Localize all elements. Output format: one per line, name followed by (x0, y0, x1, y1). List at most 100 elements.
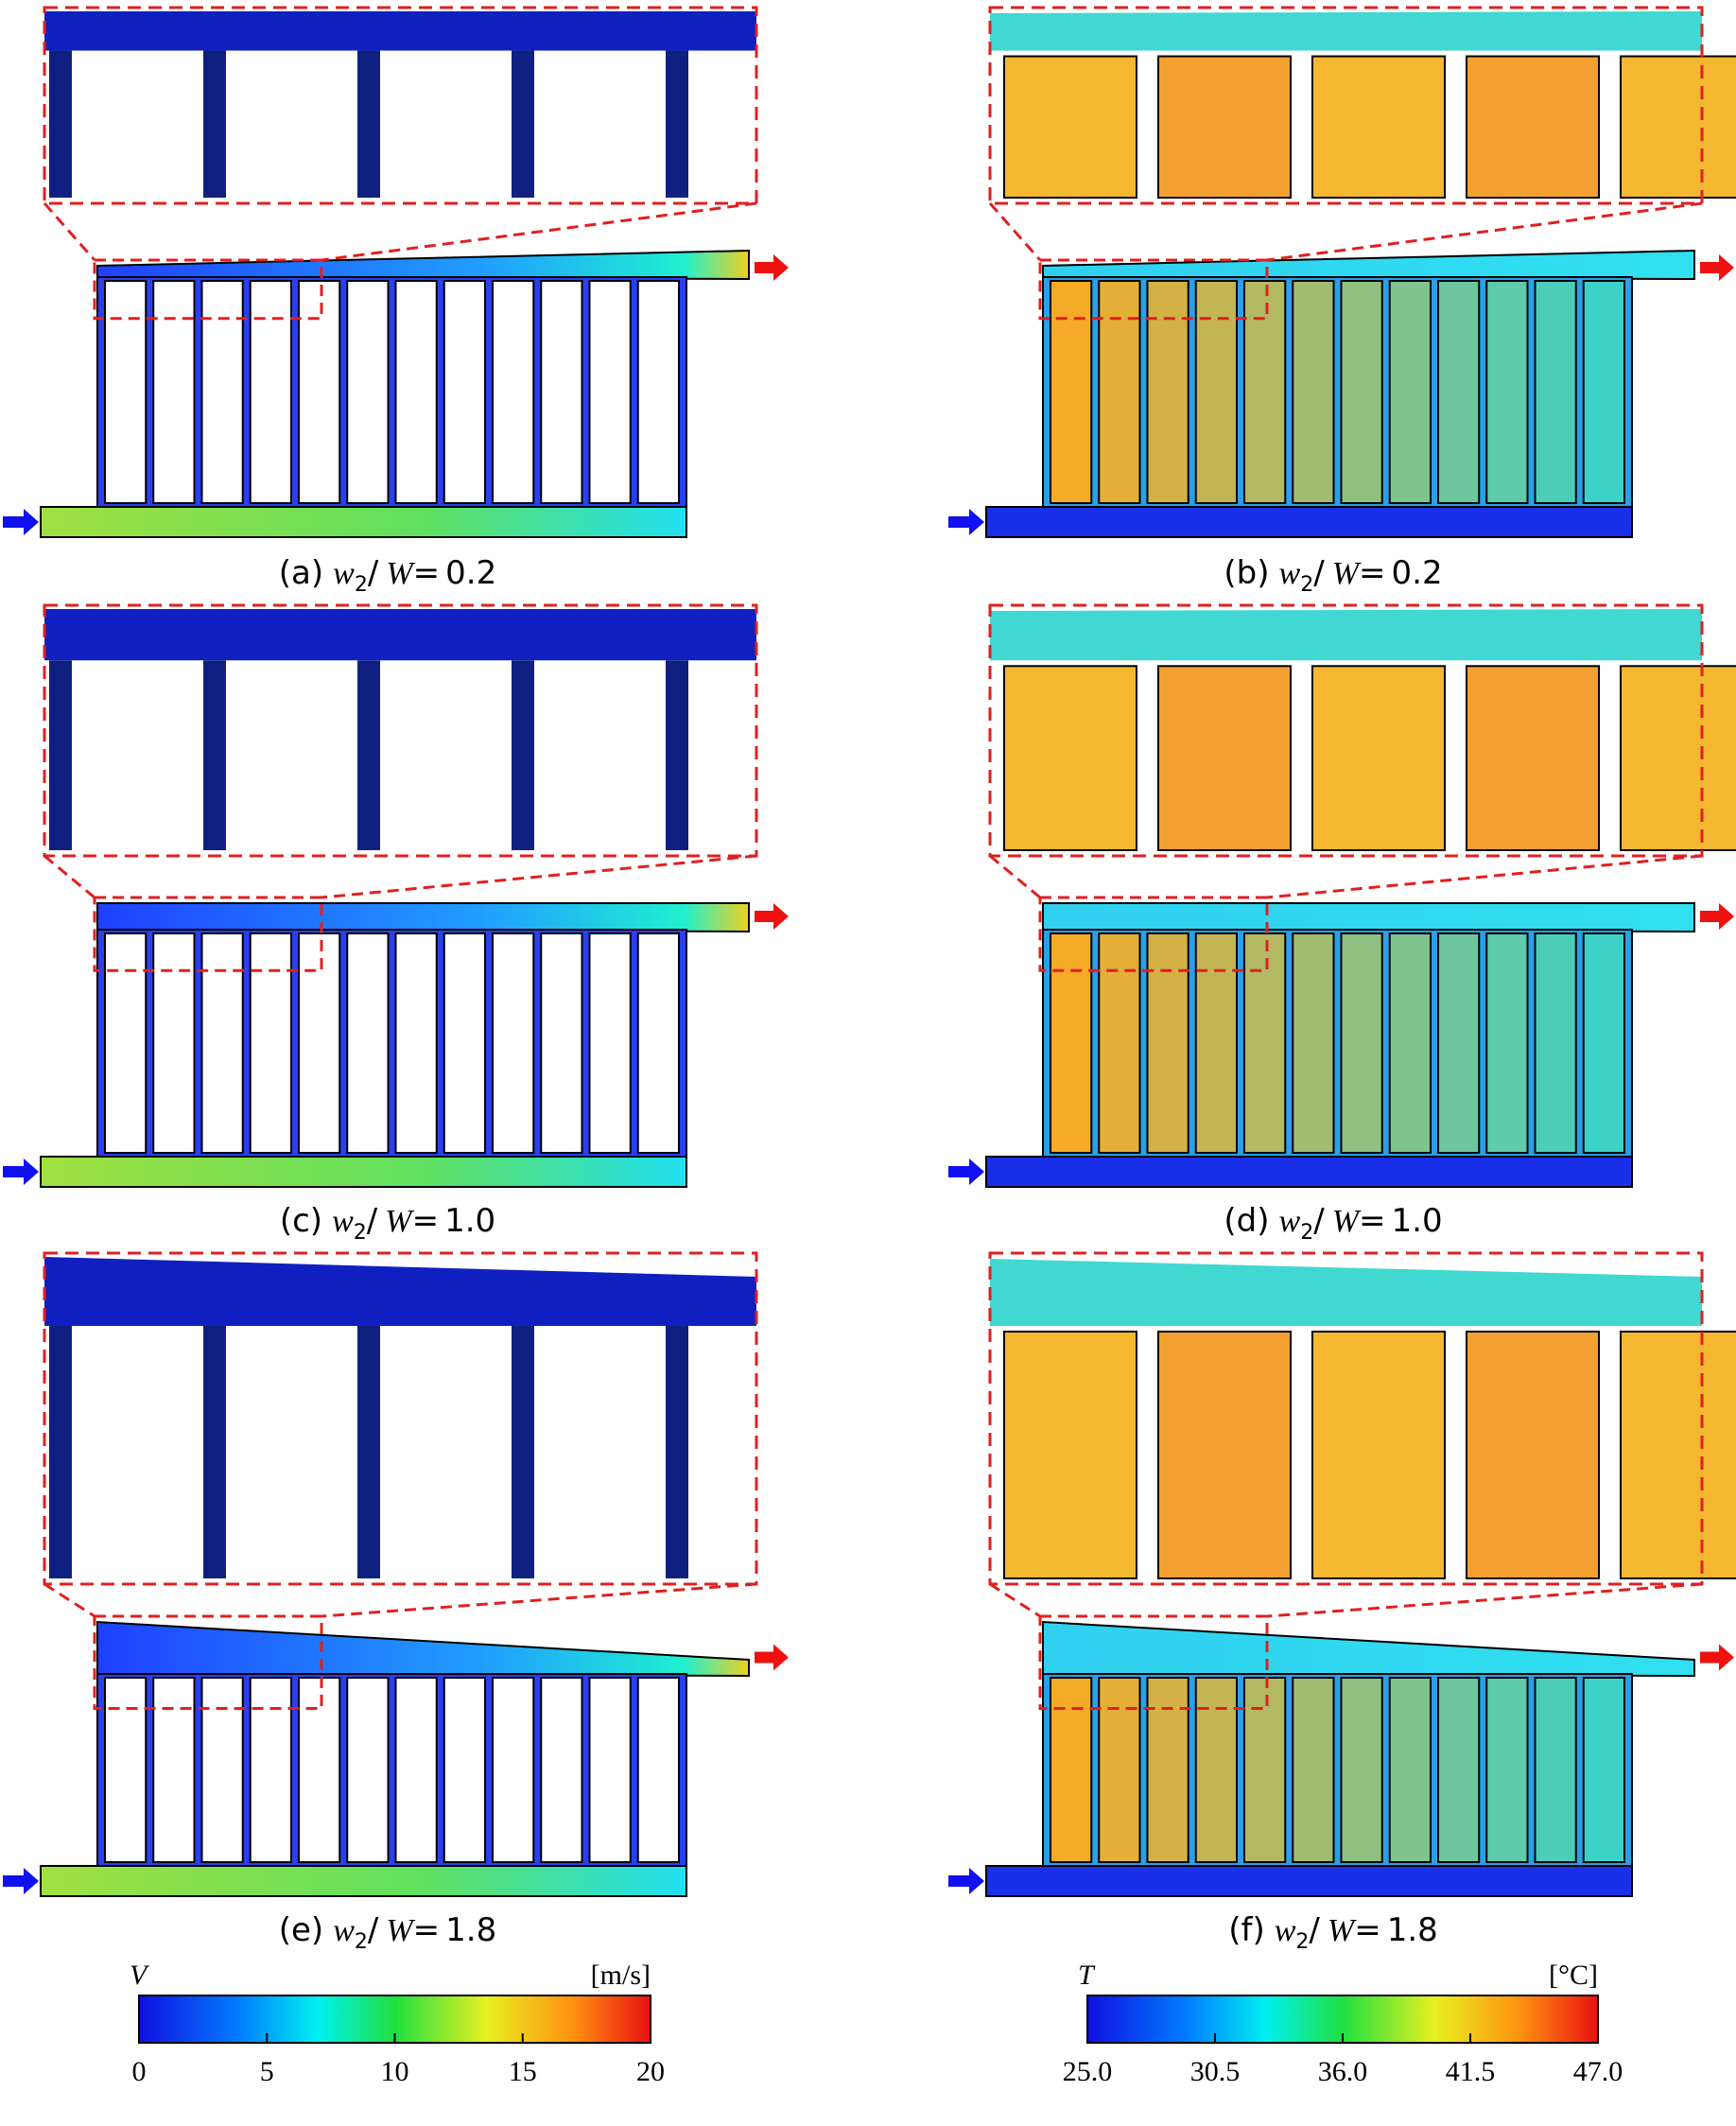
cell (200, 280, 244, 504)
zoom-region (1038, 896, 1269, 972)
inlet-channel (40, 1865, 687, 1897)
cell (1243, 280, 1287, 504)
cell (152, 932, 196, 1154)
zoom-band (44, 1257, 756, 1326)
zoom-cell (1620, 55, 1736, 200)
colorbar-unit: [°C] (1549, 1960, 1598, 1991)
colorbar-tick-label: 20 (636, 2056, 665, 2087)
channel-area (96, 929, 687, 1158)
cell (394, 280, 438, 504)
cell (1534, 280, 1577, 504)
caption: (c) w2/W= 1.0 (280, 1202, 495, 1245)
caption-var: w (1275, 1913, 1296, 1948)
cell (588, 280, 632, 504)
zoom-band (990, 1259, 1702, 1326)
inlet-channel (985, 1865, 1633, 1897)
cell (1534, 1677, 1577, 1863)
caption-label: (b) (1224, 554, 1269, 592)
caption-sub: 2 (355, 573, 368, 597)
caption-var: W (1328, 1913, 1357, 1948)
cell (1340, 932, 1383, 1154)
zoom-channel (666, 660, 688, 850)
zoom-channel (357, 50, 380, 198)
caption-eq: = (1359, 1202, 1386, 1240)
zoom-cell (1003, 665, 1137, 851)
caption: (e) w2/W= 1.8 (279, 1911, 497, 1954)
cell (1146, 932, 1189, 1154)
zoom-cell (1466, 55, 1600, 200)
zoom-connector (43, 854, 95, 899)
cell (588, 1677, 632, 1863)
cell (1582, 932, 1625, 1154)
colorbar-tick-label: 0 (132, 2056, 147, 2087)
caption-sub: 2 (1300, 573, 1313, 597)
zoom-cell (1003, 1331, 1137, 1579)
zoom-cell (1466, 665, 1600, 851)
outlet-channel (96, 1620, 750, 1678)
inlet-channel (985, 1156, 1633, 1188)
cell (1146, 280, 1189, 504)
cell (443, 932, 486, 1154)
cell (1050, 932, 1093, 1154)
cell (1388, 280, 1432, 504)
cell (1243, 932, 1287, 1154)
cell (492, 1677, 535, 1863)
cell (1146, 1677, 1189, 1863)
zoom-box (988, 1251, 1704, 1586)
zoom-box (43, 6, 758, 205)
cell (1582, 280, 1625, 504)
cell (1485, 280, 1529, 504)
cell (540, 280, 583, 504)
inlet-arrow (948, 1868, 984, 1894)
caption-slash: / (368, 1911, 379, 1949)
zoom-channel (512, 660, 534, 850)
zoom-connector (43, 1582, 95, 1618)
caption-slash: / (1313, 1202, 1325, 1240)
zoom-region (93, 1614, 323, 1711)
cell (200, 1677, 244, 1863)
inlet-channel (40, 506, 687, 538)
inlet-arrow (948, 509, 984, 535)
zoom-box (43, 603, 758, 858)
caption-var: W (1332, 1204, 1362, 1239)
caption-label: (c) (280, 1202, 322, 1240)
cell (1437, 280, 1481, 504)
cell (394, 932, 438, 1154)
cell (1340, 1677, 1383, 1863)
zoom-region (93, 896, 323, 972)
cell (492, 932, 535, 1154)
outlet-channel (96, 902, 750, 933)
cell (1534, 932, 1577, 1154)
channel-area (1042, 929, 1633, 1158)
cell (1194, 280, 1238, 504)
zoom-channel (203, 660, 226, 850)
zoom-connector (1266, 1582, 1703, 1618)
cell (249, 280, 292, 504)
colorbar-unit: [m/s] (591, 1960, 651, 1991)
cell (1485, 1677, 1529, 1863)
zoom-cell (1620, 665, 1736, 851)
cell (1194, 1677, 1238, 1863)
cell (298, 280, 341, 504)
zoom-connector (321, 854, 757, 899)
cell (1050, 1677, 1093, 1863)
cell (588, 932, 632, 1154)
caption: (b) w2/W= 0.2 (1224, 554, 1442, 597)
zoom-cell (1620, 1331, 1736, 1579)
cell (540, 1677, 583, 1863)
outlet-arrow (1700, 254, 1734, 281)
inlet-arrow (3, 1159, 39, 1185)
cell (1388, 1677, 1432, 1863)
zoom-cell (1311, 665, 1446, 851)
cell (540, 932, 583, 1154)
caption: (d) w2/W= 1.0 (1224, 1202, 1442, 1245)
zoom-channel (203, 1326, 226, 1578)
caption-eq: = (413, 1911, 441, 1949)
zoom-region (93, 258, 323, 321)
zoom-channel (512, 50, 534, 198)
zoom-connector (321, 201, 757, 262)
zoom-connector (1266, 854, 1703, 899)
cell (1292, 932, 1335, 1154)
zoom-cell (1157, 55, 1292, 200)
cell (1292, 1677, 1335, 1863)
